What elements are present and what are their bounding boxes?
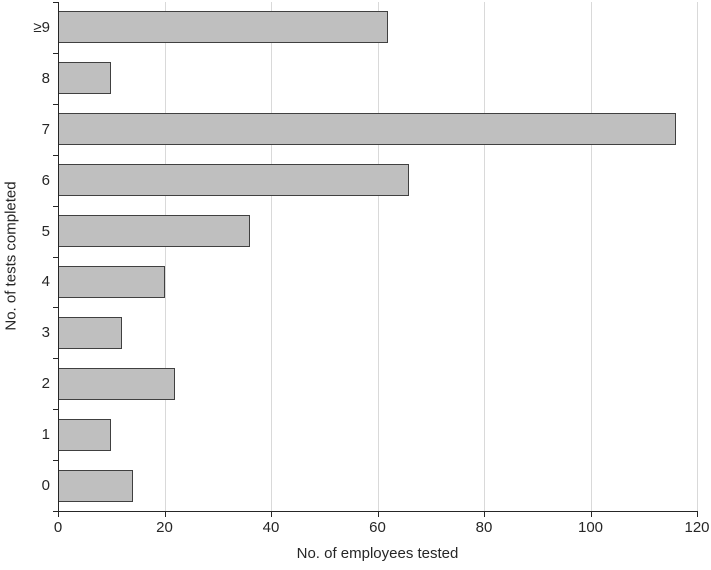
y-tick-mark [53,511,58,512]
gridline-x-40 [271,2,272,511]
bar-5 [58,215,250,248]
y-tick-label-3: 3 [41,324,50,342]
y-tick-label-≥9: ≥9 [33,18,50,36]
x-axis-line [58,511,698,512]
x-tick-label-40: 40 [262,519,280,536]
gridline-x-120 [697,2,698,511]
x-tick-mark-60 [377,512,379,517]
bar-2 [58,367,176,400]
bar-6 [58,164,410,197]
y-tick-label-2: 2 [41,375,50,393]
plot-area [58,2,698,511]
bar-8 [58,62,112,95]
x-tick-label-60: 60 [369,519,386,536]
bar-1 [58,418,112,451]
bar-4 [58,265,165,298]
y-tick-mark [53,409,58,410]
gridline-x-60 [377,2,379,511]
bar-7 [58,113,676,146]
x-tick-mark-80 [484,512,485,517]
y-axis-line [58,2,59,512]
y-tick-label-6: 6 [41,171,50,189]
y-tick-label-1: 1 [41,426,50,444]
y-tick-label-0: 0 [41,477,50,495]
x-tick-mark-100 [590,512,592,517]
y-tick-label-7: 7 [41,120,50,138]
x-tick-label-0: 0 [53,519,63,536]
bar-≥9 [58,11,389,44]
y-tick-mark [53,104,58,105]
x-tick-label-120: 120 [684,519,710,536]
x-tick-label-20: 20 [156,519,173,536]
y-tick-label-8: 8 [41,69,50,87]
y-tick-mark [53,53,58,54]
y-tick-mark [53,307,58,308]
bar-0 [58,469,133,502]
y-tick-mark [53,2,58,3]
y-tick-mark [53,155,58,156]
gridline-x-100 [590,2,592,511]
bar-3 [58,316,122,349]
y-tick-mark [53,460,58,461]
y-tick-mark [53,257,58,258]
x-axis-title: No. of employees tested [296,545,459,562]
y-tick-label-5: 5 [41,222,50,240]
gridline-x-80 [484,2,485,511]
x-tick-mark-20 [164,512,166,517]
y-tick-mark [53,358,58,359]
y-tick-label-4: 4 [41,273,50,291]
x-tick-mark-40 [271,512,272,517]
x-tick-mark-0 [58,512,59,517]
x-tick-label-80: 80 [475,519,493,536]
x-tick-mark-120 [697,512,698,517]
x-tick-label-100: 100 [577,519,604,536]
y-tick-mark [53,206,58,207]
gridline-x-20 [164,2,166,511]
